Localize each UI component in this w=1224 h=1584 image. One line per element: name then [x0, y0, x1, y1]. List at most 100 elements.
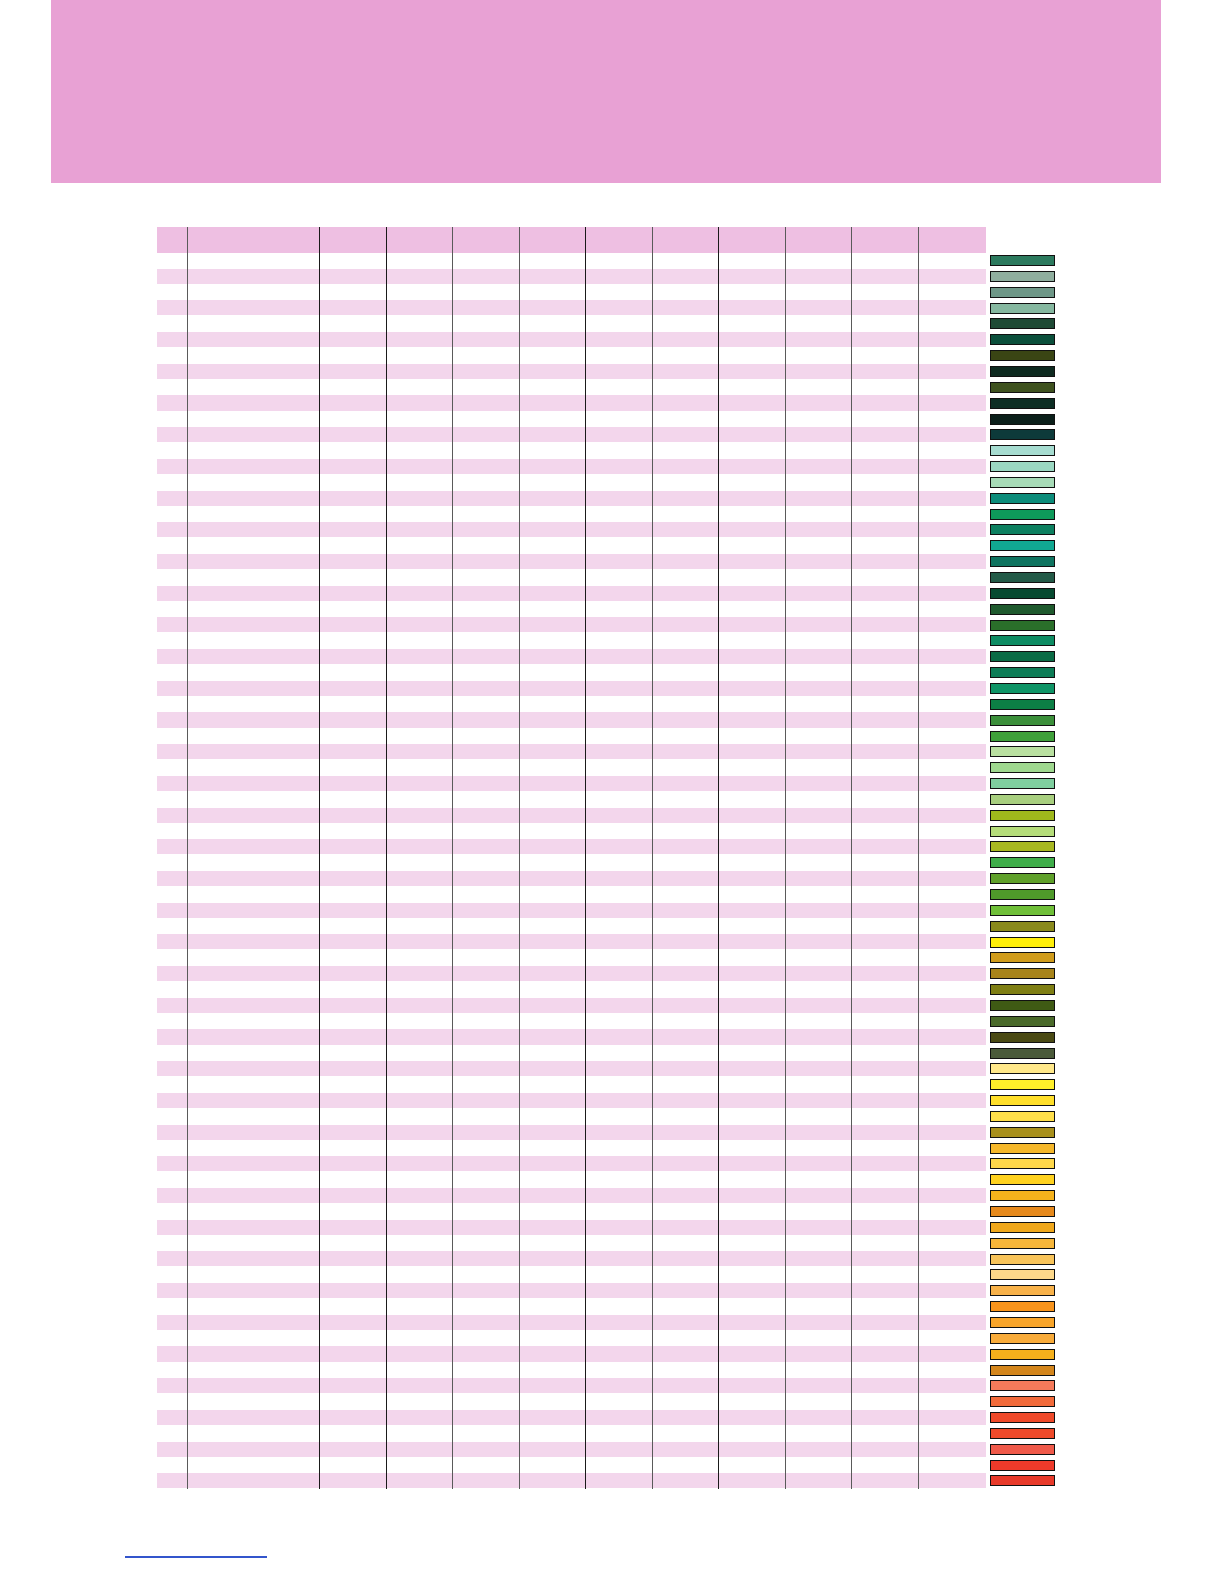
color-swatch — [990, 1063, 1055, 1075]
color-swatch — [990, 397, 1055, 409]
color-swatch — [990, 920, 1055, 932]
color-swatch — [990, 1269, 1055, 1281]
color-swatch — [990, 984, 1055, 996]
color-swatch — [990, 445, 1055, 457]
column-separator — [851, 227, 852, 1489]
table-row-stripe — [157, 1473, 986, 1489]
header-banner — [51, 0, 1161, 183]
color-swatch — [990, 1031, 1055, 1043]
color-swatch — [990, 746, 1055, 758]
color-swatch — [990, 968, 1055, 980]
color-swatch — [990, 936, 1055, 948]
color-swatch — [990, 286, 1055, 298]
color-swatch — [990, 1237, 1055, 1249]
color-swatch — [990, 429, 1055, 441]
color-swatch — [990, 1443, 1055, 1455]
color-swatch — [990, 1253, 1055, 1265]
table-row-stripe — [157, 617, 986, 633]
color-swatch — [990, 1396, 1055, 1408]
column-separator — [386, 227, 387, 1489]
color-swatch — [990, 492, 1055, 504]
column-separator — [319, 227, 320, 1489]
color-swatch — [990, 952, 1055, 964]
color-swatch — [990, 1047, 1055, 1059]
color-swatch — [990, 1412, 1055, 1424]
color-swatch — [990, 334, 1055, 346]
color-swatch — [990, 1316, 1055, 1328]
table-row-stripe — [157, 1283, 986, 1299]
color-swatch — [990, 1110, 1055, 1122]
column-separator — [585, 227, 586, 1489]
table-row-stripe — [157, 300, 986, 316]
table-row-stripe — [157, 1346, 986, 1362]
color-swatch — [990, 572, 1055, 583]
color-swatch — [990, 778, 1055, 790]
table-row-stripe — [157, 458, 986, 474]
color-swatch — [990, 667, 1055, 679]
color-swatch — [990, 1301, 1055, 1313]
table-row-stripe — [157, 680, 986, 696]
column-separator — [187, 227, 188, 1489]
color-swatch — [990, 1126, 1055, 1138]
color-swatch — [990, 540, 1055, 552]
color-swatch — [990, 365, 1055, 377]
table-row-stripe — [157, 332, 986, 348]
color-swatch — [990, 1364, 1055, 1376]
table-row-stripe — [157, 649, 986, 665]
color-swatch — [990, 524, 1055, 536]
table-row-stripe — [157, 902, 986, 918]
color-swatch — [990, 1459, 1055, 1471]
color-swatch — [990, 1221, 1055, 1233]
color-chart-table — [157, 227, 986, 1489]
table-row-stripe — [157, 1378, 986, 1394]
table-row-stripe — [157, 807, 986, 823]
column-separator — [718, 227, 719, 1489]
table-row-stripe — [157, 712, 986, 728]
color-swatch — [990, 255, 1055, 266]
color-swatch — [990, 1332, 1055, 1344]
table-row-stripe — [157, 934, 986, 950]
color-swatch — [990, 1142, 1055, 1154]
color-swatch — [990, 1158, 1055, 1170]
table-row-stripe — [157, 870, 986, 887]
table-row-stripe — [157, 1029, 986, 1045]
table-row-stripe — [157, 363, 986, 379]
color-swatch — [990, 904, 1055, 916]
color-swatch — [990, 651, 1055, 663]
table-row-stripe — [157, 1409, 986, 1425]
column-separator — [519, 227, 520, 1489]
table-row-stripe — [157, 490, 986, 506]
color-swatch — [990, 619, 1055, 631]
table-row-stripe — [157, 268, 986, 284]
table-row-stripe — [157, 427, 986, 443]
color-swatch — [990, 635, 1055, 647]
table-row-stripe — [157, 744, 986, 760]
table-row-stripe — [157, 1314, 986, 1330]
column-separator — [452, 227, 453, 1489]
color-swatch — [990, 730, 1055, 742]
color-swatch — [990, 1285, 1055, 1297]
color-swatch — [990, 1095, 1055, 1107]
color-swatch — [990, 809, 1055, 821]
table-row-stripe — [157, 1219, 986, 1235]
table-row-stripe — [157, 966, 986, 982]
color-swatch — [990, 793, 1055, 805]
color-swatch — [990, 270, 1055, 282]
color-swatch — [990, 1475, 1055, 1487]
color-swatch — [990, 556, 1055, 568]
table-row-stripe — [157, 1061, 986, 1077]
color-swatch — [990, 698, 1055, 710]
color-swatch — [990, 1174, 1055, 1186]
color-swatch — [990, 889, 1055, 900]
color-swatch — [990, 508, 1055, 520]
color-swatch — [990, 873, 1055, 885]
color-swatch — [990, 682, 1055, 694]
footer-link-underline[interactable] — [125, 1556, 267, 1558]
table-row-stripe — [157, 1092, 986, 1108]
table-row-stripe — [157, 839, 986, 855]
table-row-stripe — [157, 775, 986, 791]
table-row-stripe — [157, 997, 986, 1013]
color-swatch — [990, 318, 1055, 330]
color-swatch — [990, 1348, 1055, 1360]
color-swatch — [990, 857, 1055, 869]
